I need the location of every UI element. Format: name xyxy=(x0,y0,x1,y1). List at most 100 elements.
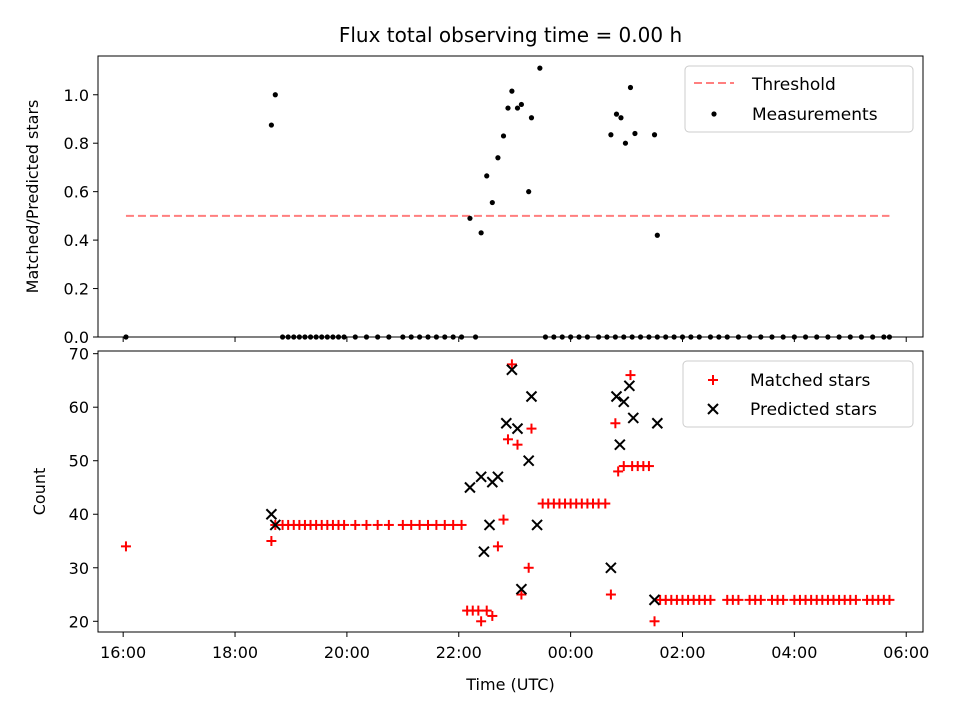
matched-star-point xyxy=(487,610,498,621)
predicted-star-point xyxy=(522,455,535,467)
measurement-point xyxy=(622,140,629,146)
measurement-point xyxy=(632,130,638,137)
predicted-star-point xyxy=(531,519,543,531)
predicted-star-point xyxy=(627,412,639,424)
legend-matched-label: Matched stars xyxy=(750,371,870,391)
bottom-y-axis: 20 30 40 50 60 70 xyxy=(69,345,98,631)
measurement-point xyxy=(518,101,525,108)
predicted-star-point xyxy=(492,471,504,483)
top-legend-frame xyxy=(684,65,914,133)
measurement-point xyxy=(627,84,634,91)
matched-star-point xyxy=(361,519,372,530)
measurement-point xyxy=(500,133,507,139)
predicted-star-point xyxy=(483,519,496,531)
matched-star-point xyxy=(625,370,636,381)
y-tick-label: 1.0 xyxy=(64,86,89,105)
measurement-point xyxy=(537,65,543,71)
matched-star-point xyxy=(431,519,442,530)
predicted-star-point xyxy=(618,396,630,408)
matched-star-point xyxy=(473,605,484,616)
bottom-x-axis: 16:00 18:00 20:00 22:00 00:00 02:00 04:00 06:00 xyxy=(100,632,929,662)
top-x-axis xyxy=(122,337,907,342)
y-tick-label: 70 xyxy=(69,345,89,364)
bottom-y-axis-label: Count xyxy=(30,468,49,516)
top-y-axis-label: Matched/Predicted stars xyxy=(23,100,42,294)
predicted-star-point xyxy=(511,422,524,435)
matched-star-point xyxy=(383,519,394,530)
x-tick-label: 20:00 xyxy=(324,643,370,662)
matched-star-point xyxy=(705,594,716,605)
matched-star-point xyxy=(439,519,450,530)
predicted-star-point xyxy=(651,417,664,429)
matched-star-point xyxy=(448,519,459,530)
matched-star-point xyxy=(476,616,487,627)
measurement-point xyxy=(484,173,490,179)
legend-predicted-label: Predicted stars xyxy=(750,400,877,420)
measurement-point xyxy=(489,199,495,206)
matched-star-point xyxy=(613,466,624,477)
legend-threshold-label: Threshold xyxy=(751,75,836,95)
measurement-point xyxy=(526,189,532,195)
predicted-star-point xyxy=(478,546,490,558)
matched-star-point xyxy=(120,541,131,552)
measurement-point xyxy=(651,132,658,138)
matched-star-point xyxy=(506,359,517,370)
legend-measurements-label: Measurements xyxy=(752,105,878,125)
measurement-point xyxy=(272,92,278,98)
matched-star-point xyxy=(526,423,537,434)
matched-star-point xyxy=(523,562,534,573)
predicted-star-point xyxy=(610,390,623,403)
y-tick-label: 20 xyxy=(69,612,89,631)
matched-star-point xyxy=(481,605,492,616)
measurement-point xyxy=(618,115,624,121)
measurement-point xyxy=(528,115,535,121)
x-tick-label: 02:00 xyxy=(659,643,705,662)
matched-star-point xyxy=(850,594,861,605)
matched-star-point xyxy=(884,594,895,605)
star-count-panel: 20 30 40 50 60 70 16:00 18:00 20:00 22:00 00:00 02… xyxy=(30,345,929,694)
y-tick-label: 30 xyxy=(69,559,89,578)
top-plot-frame xyxy=(97,55,924,338)
matched-star-point xyxy=(733,594,744,605)
measurement-point xyxy=(654,232,660,238)
predicted-star-point xyxy=(464,481,476,494)
y-tick-label: 0.8 xyxy=(64,134,89,153)
y-tick-label: 40 xyxy=(69,505,89,524)
y-tick-label: 0.4 xyxy=(64,231,89,250)
matched-star-point xyxy=(492,541,503,552)
matched-star-point xyxy=(649,616,660,627)
matched-star-point xyxy=(502,434,513,445)
matched-star-point xyxy=(512,439,523,450)
predicted-star-point xyxy=(515,583,528,595)
y-tick-label: 0.6 xyxy=(64,183,89,202)
legend-predicted-swatch xyxy=(707,403,719,415)
chart-title: Flux total observing time = 0.00 h xyxy=(339,23,682,47)
predicted-star-point xyxy=(500,417,513,429)
predicted-star-point xyxy=(623,380,636,392)
x-tick-label: 06:00 xyxy=(883,643,929,662)
measurement-point xyxy=(514,105,521,111)
bottom-legend-frame xyxy=(682,360,914,428)
flux-ratio-panel: Flux total observing time = 0.00 h 0.0 0.… xyxy=(23,23,924,347)
matched-star-point xyxy=(423,519,433,530)
matched-star-point xyxy=(339,519,350,530)
matched-star-point xyxy=(643,461,654,472)
x-tick-label: 04:00 xyxy=(771,643,817,662)
measurement-point xyxy=(478,230,484,236)
matched-star-point xyxy=(350,519,361,530)
measurement-point xyxy=(505,105,511,111)
x-tick-label: 00:00 xyxy=(548,643,594,662)
matched-star-point xyxy=(266,536,277,547)
matched-star-point xyxy=(456,519,467,530)
matched-star-point xyxy=(372,519,383,530)
y-tick-label: 0.0 xyxy=(64,328,89,347)
measurement-point xyxy=(608,132,614,138)
predicted-star-point xyxy=(265,508,278,520)
x-axis-label: Time (UTC) xyxy=(465,675,554,694)
predicted-star-point xyxy=(525,390,538,403)
predicted-star-point xyxy=(614,438,626,451)
bottom-plot-marks xyxy=(120,359,895,627)
matched-star-point xyxy=(618,461,629,472)
measurement-point xyxy=(509,88,515,94)
bottom-plot-frame xyxy=(97,350,924,633)
